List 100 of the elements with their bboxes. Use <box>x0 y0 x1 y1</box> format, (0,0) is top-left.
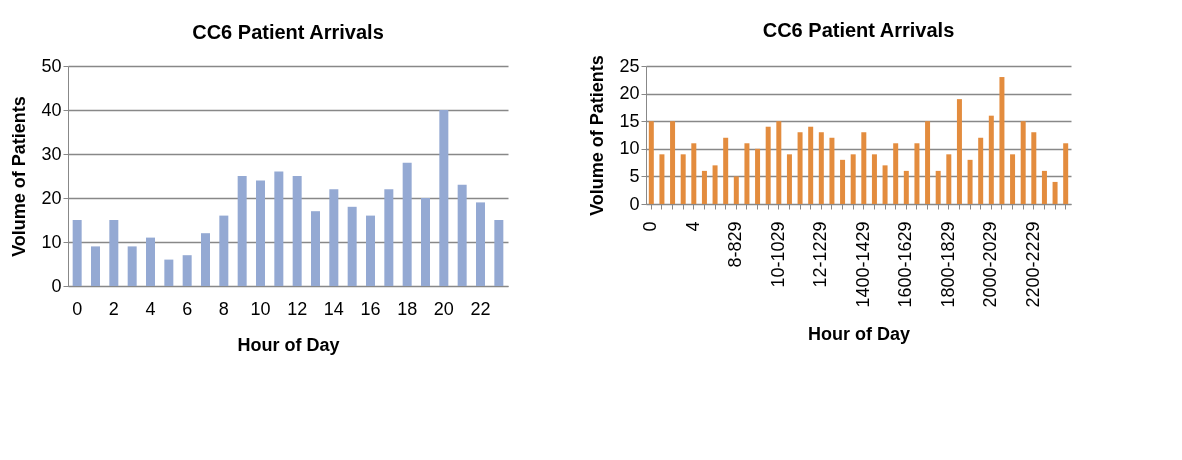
bar <box>818 132 824 204</box>
y-axis-title: Volume of Patients <box>587 55 608 216</box>
x-tick-label: 2 <box>108 298 119 319</box>
chart-title: CC6 Patient Arrivals <box>762 18 955 41</box>
bar <box>439 110 449 286</box>
bar <box>797 132 803 204</box>
y-tick-label: 40 <box>41 99 62 120</box>
bar <box>871 154 877 204</box>
bar <box>946 154 952 204</box>
x-tick-label: 10-1029 <box>767 221 788 288</box>
bar <box>402 162 412 286</box>
x-tick-label: 2000-2029 <box>980 221 1001 308</box>
x-tick-label: 22 <box>470 298 491 319</box>
bar <box>457 184 467 286</box>
bar <box>733 176 739 204</box>
y-tick-label: 20 <box>41 187 62 208</box>
bar <box>476 202 485 286</box>
y-tick-label: 30 <box>41 143 62 164</box>
bar <box>311 211 320 286</box>
bar <box>776 121 782 204</box>
bar <box>659 154 665 204</box>
y-tick-label: 15 <box>619 110 640 131</box>
bar <box>421 198 430 286</box>
bar <box>882 165 888 204</box>
bar <box>1052 181 1058 204</box>
bar <box>988 115 994 204</box>
x-tick-label: 20 <box>433 298 454 319</box>
bar <box>670 121 676 204</box>
bar <box>701 170 707 204</box>
x-tick-label: 8-829 <box>725 221 746 268</box>
bar <box>978 137 984 204</box>
y-tick-label: 0 <box>629 193 640 214</box>
bar <box>935 170 941 204</box>
bar <box>201 233 210 286</box>
bar <box>914 143 920 204</box>
bar <box>127 246 137 286</box>
bar <box>182 255 192 286</box>
bar <box>829 137 835 204</box>
bar <box>925 121 931 204</box>
bar <box>1041 170 1047 204</box>
bar <box>164 259 174 286</box>
y-tick-label: 25 <box>619 55 640 76</box>
bar <box>219 215 229 286</box>
bar <box>744 143 750 204</box>
x-tick-label: 0 <box>72 298 83 319</box>
bar <box>91 246 100 286</box>
bar <box>723 137 729 204</box>
x-tick-label: 12 <box>287 298 308 319</box>
bar <box>72 220 82 286</box>
x-tick-label: 8 <box>218 298 229 319</box>
bar <box>755 148 761 204</box>
bar <box>967 159 973 204</box>
bar <box>691 143 697 204</box>
bar <box>347 206 357 286</box>
x-tick-label: 4 <box>145 298 156 319</box>
x-tick-label: 10 <box>250 298 271 319</box>
bar <box>1063 143 1069 204</box>
x-tick-label: 12-1229 <box>810 221 831 288</box>
x-tick-label: 6 <box>182 298 193 319</box>
x-tick-label: 0 <box>640 221 661 232</box>
bar <box>109 220 119 286</box>
bar <box>903 170 909 204</box>
bar <box>1031 132 1037 204</box>
y-tick-label: 10 <box>619 138 640 159</box>
bar <box>893 143 899 204</box>
bar <box>366 215 375 286</box>
x-tick-label: 14 <box>323 298 344 319</box>
x-tick-label: 16 <box>360 298 381 319</box>
bar <box>861 132 867 204</box>
bar <box>808 126 814 204</box>
bar <box>384 189 394 286</box>
x-axis-title: Hour of Day <box>237 334 340 355</box>
bar <box>274 171 284 286</box>
bar <box>1010 154 1016 204</box>
x-tick-label: 2200-2229 <box>1022 221 1043 308</box>
x-axis-title: Hour of Day <box>807 323 911 344</box>
bar <box>329 189 339 286</box>
bar <box>237 176 247 286</box>
bar <box>292 176 302 286</box>
bar <box>850 154 856 204</box>
y-tick-label: 5 <box>629 165 640 186</box>
x-tick-label: 18 <box>397 298 418 319</box>
bar <box>256 180 265 286</box>
bar <box>765 126 771 204</box>
bar <box>840 159 846 204</box>
bar <box>648 121 654 204</box>
x-tick-label: 1800-1829 <box>937 221 958 308</box>
bar <box>1020 121 1026 204</box>
bar <box>786 154 792 204</box>
y-axis-title: Volume of Patients <box>9 96 30 257</box>
bar <box>999 77 1005 204</box>
y-tick-label: 20 <box>619 83 640 104</box>
y-tick-label: 50 <box>41 55 62 76</box>
bar <box>956 99 962 204</box>
bar <box>494 220 504 286</box>
chart-title: CC6 Patient Arrivals <box>192 21 384 43</box>
bar <box>680 154 686 204</box>
bar <box>146 237 155 286</box>
bar <box>712 165 718 204</box>
x-tick-label: 1600-1629 <box>895 221 916 308</box>
